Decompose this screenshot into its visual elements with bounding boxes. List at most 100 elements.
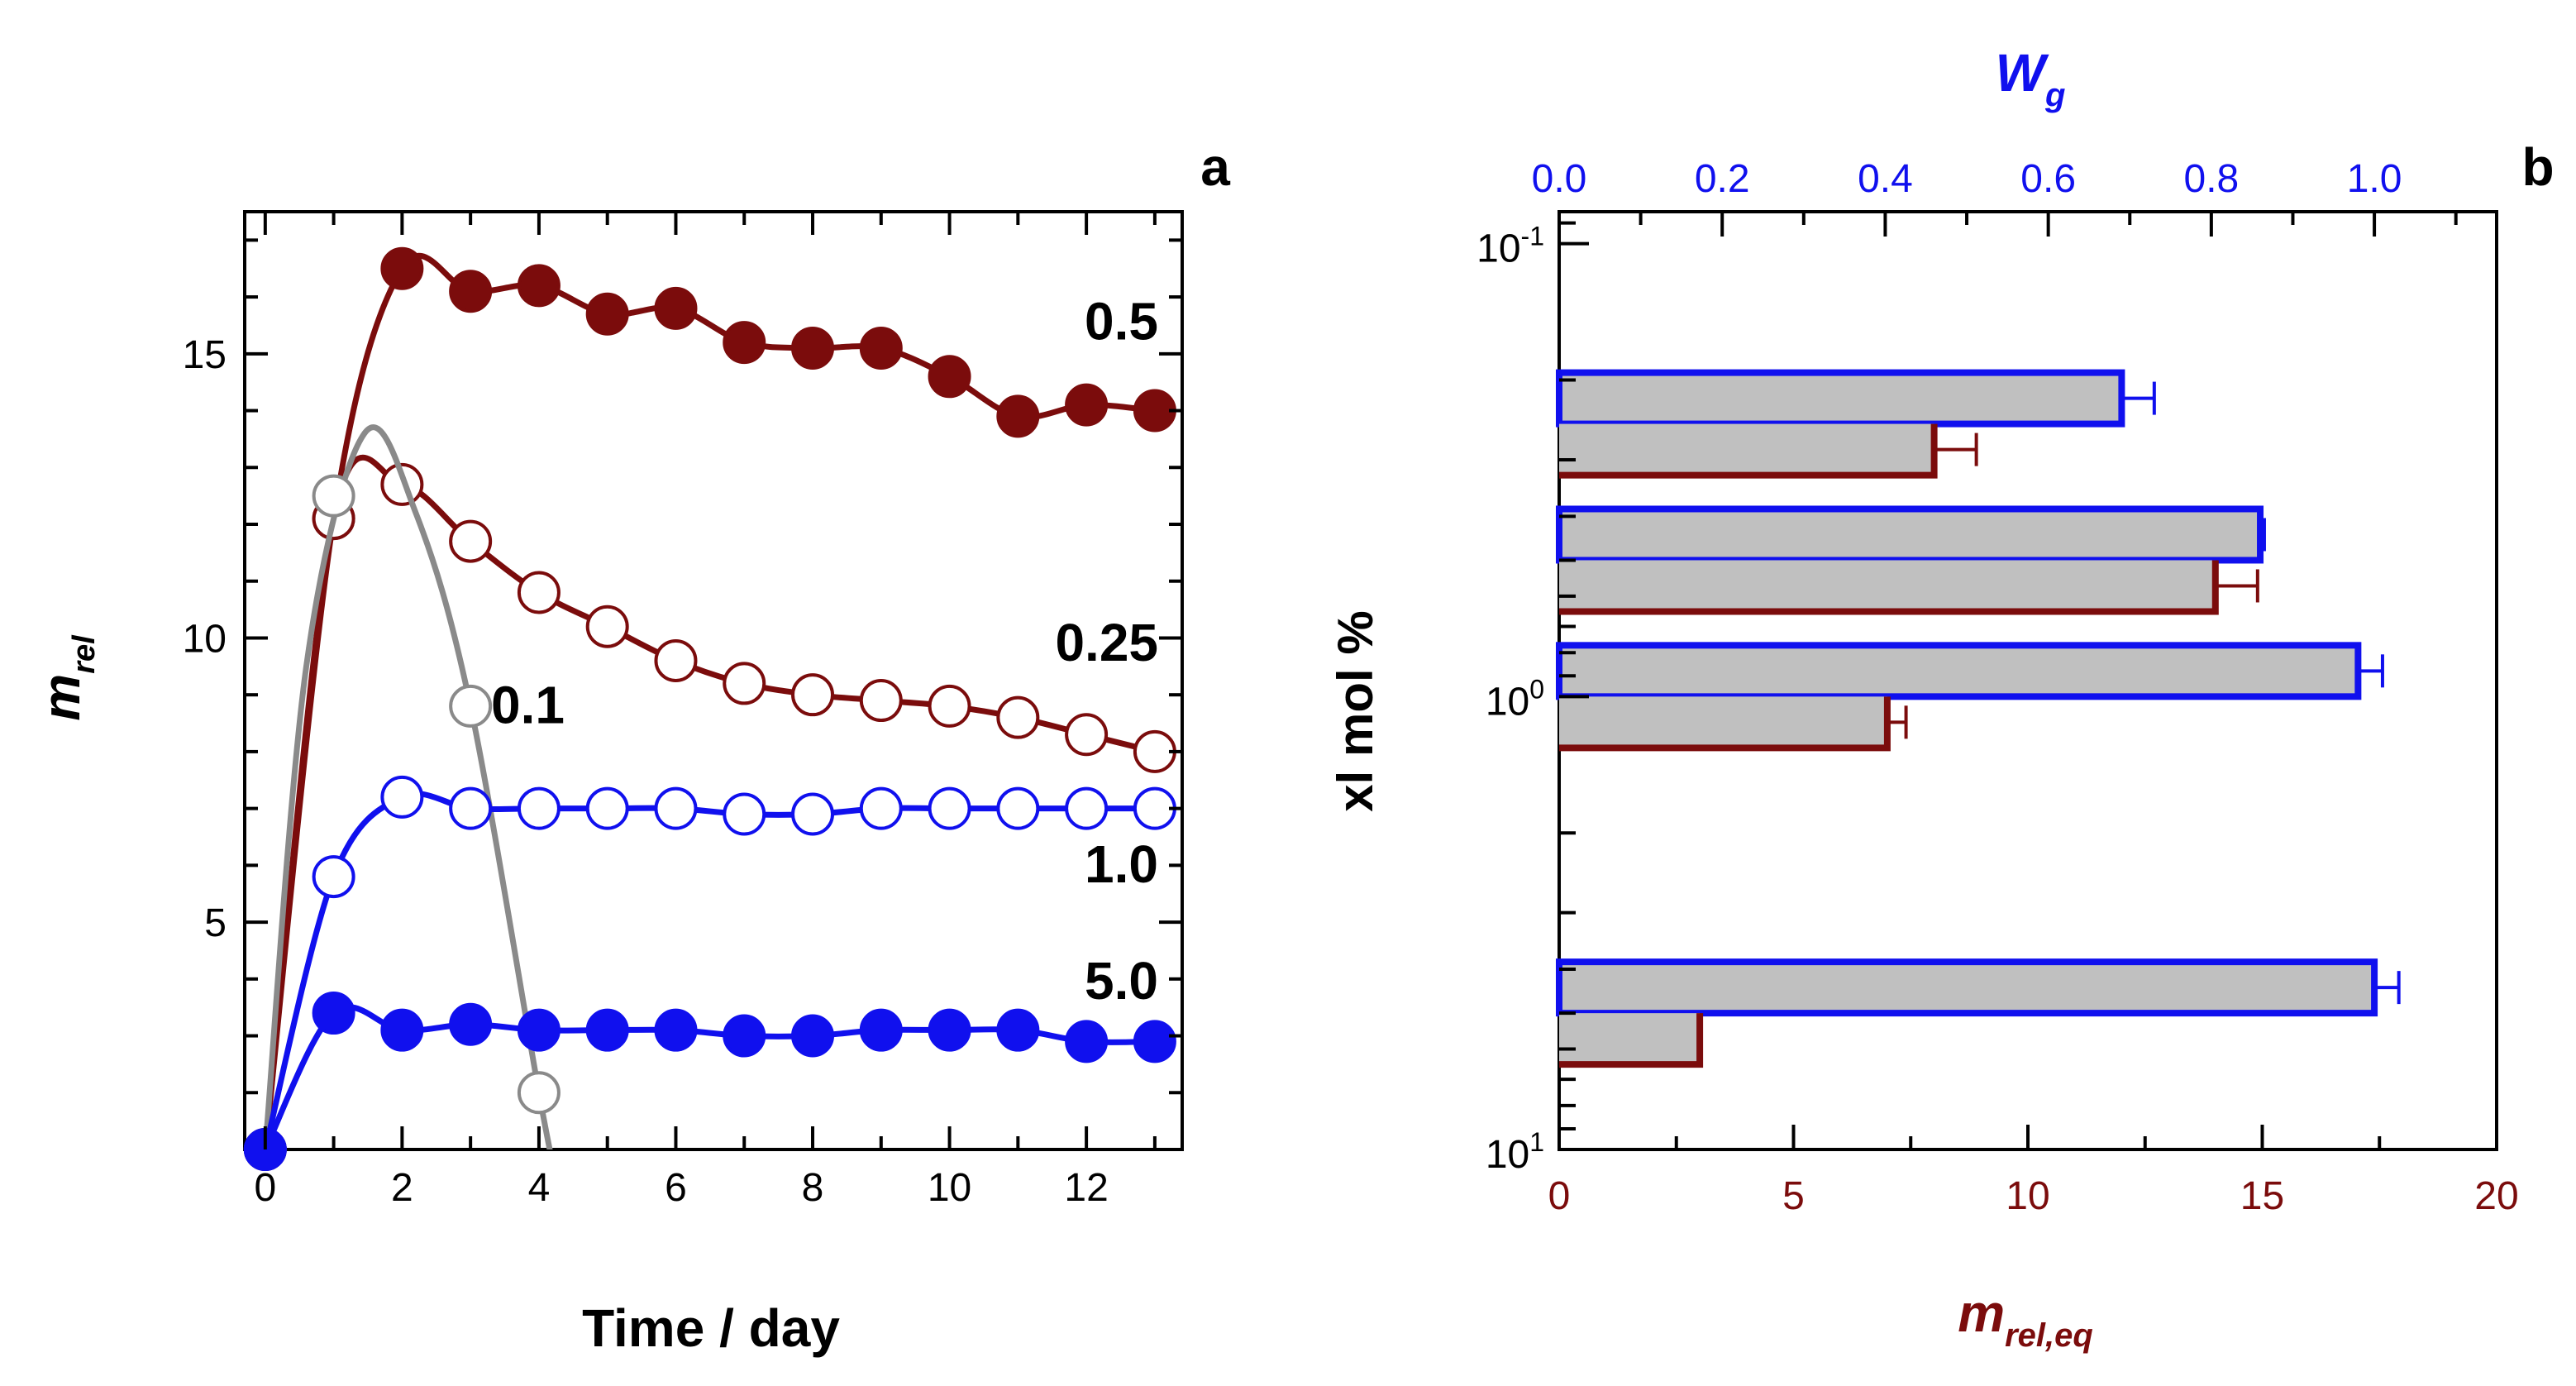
marker-0.5-4 <box>517 264 561 308</box>
marker-1.0-6 <box>654 786 698 830</box>
marker-0.5-9 <box>859 326 903 370</box>
marker-0.5-7 <box>723 321 766 365</box>
marker-0.5-5 <box>585 292 629 336</box>
x-tick-label-top-0.4: 0.4 <box>1858 157 1913 201</box>
x-tick-label-top-1.0: 1.0 <box>2347 157 2402 201</box>
y-tick-exp: 1 <box>1529 1127 1544 1157</box>
x-tick-label-4: 4 <box>528 1166 551 1210</box>
marker-5.0-7 <box>723 1014 766 1058</box>
series-label-5.0: 5.0 <box>1085 951 1158 1011</box>
marker-0.5-13 <box>1133 389 1176 433</box>
x-tick-label-8: 8 <box>802 1166 824 1210</box>
x-tick-label-bottom-20: 20 <box>2474 1174 2518 1218</box>
marker-0.25-11 <box>996 695 1040 739</box>
marker-0.5-8 <box>791 326 835 370</box>
marker-0.5-11 <box>996 394 1040 438</box>
marker-0.1-2 <box>449 684 493 728</box>
panel-a-label: a <box>1200 137 1230 197</box>
marker-5.0-12 <box>1065 1020 1109 1063</box>
x-tick-label-bottom-15: 15 <box>2240 1174 2284 1218</box>
marker-1.0-7 <box>723 792 766 836</box>
bar-mrel-5 <box>1559 1013 1701 1065</box>
marker-0.25-3 <box>449 519 493 563</box>
marker-5.0-10 <box>928 1008 971 1052</box>
marker-1.0-11 <box>996 786 1040 830</box>
marker-5.0-3 <box>449 1002 493 1046</box>
y-tick-base: 10 <box>1486 1133 1529 1177</box>
y-tick-label-10: 10 <box>183 617 227 661</box>
bar-mrel-0.5 <box>1559 560 2216 612</box>
y-tick-label-5: 5 <box>204 901 227 945</box>
x-tick-label-6: 6 <box>665 1166 687 1210</box>
panel-b-bars-group <box>1556 369 2401 1068</box>
y-tick-label-b-0: 10-1 <box>1476 222 1544 271</box>
panel-a-time-series: 0.5 0.25 0.1 1.0 5.0 0 2 4 6 8 10 12 5 10 15 a Time /… <box>31 137 1230 1358</box>
marker-0.25-8 <box>791 673 835 717</box>
y-tick-label-b-1: 100 <box>1486 674 1544 724</box>
marker-0.25-6 <box>654 638 698 682</box>
marker-0.5-12 <box>1065 383 1109 427</box>
bar-wg-0.5 <box>1556 505 2264 564</box>
marker-5.0-2 <box>380 1008 424 1052</box>
marker-0.25-4 <box>517 571 561 614</box>
panel-b-label: b <box>2521 137 2554 197</box>
marker-1.0-8 <box>791 792 835 836</box>
marker-1.0-10 <box>928 786 971 830</box>
x-tick-label-bottom-0: 0 <box>1548 1174 1571 1218</box>
series-label-0.5: 0.5 <box>1085 292 1158 351</box>
marker-0.25-2 <box>380 462 424 506</box>
series-label-0.1: 0.1 <box>491 676 565 735</box>
marker-5.0-8 <box>791 1014 835 1058</box>
panel-b-top-axis-title: Wg <box>1996 43 2066 113</box>
marker-1.0-3 <box>449 786 493 830</box>
y-tick-base: 10 <box>1486 680 1529 724</box>
y-tick-exp: 0 <box>1529 674 1544 704</box>
bar-wg-1 <box>1556 642 2362 700</box>
bar-mrel-outline-0.25 <box>1559 423 1938 479</box>
marker-5.0-6 <box>654 1008 698 1052</box>
x-tick-label-top-0.8: 0.8 <box>2184 157 2240 201</box>
panel-a-x-axis-title: Time / day <box>582 1298 840 1358</box>
marker-0.25-12 <box>1065 713 1109 757</box>
x-tick-label-0: 0 <box>254 1166 276 1210</box>
x-tick-label-10: 10 <box>928 1166 971 1210</box>
marker-1.0-9 <box>859 786 903 830</box>
x-tick-label-top-0.2: 0.2 <box>1695 157 1750 201</box>
marker-0.25-13 <box>1133 729 1176 773</box>
marker-0.25-9 <box>859 679 903 723</box>
marker-1.0-5 <box>585 786 629 830</box>
y-tick-label-b-2: 101 <box>1486 1127 1544 1177</box>
x-tick-label-2: 2 <box>391 1166 413 1210</box>
marker-1.0-1 <box>312 855 355 899</box>
marker-0.5-6 <box>654 286 698 330</box>
marker-0.25-7 <box>723 662 766 705</box>
bar-mrel-outline-1 <box>1559 696 1891 752</box>
y-tick-exp: -1 <box>1521 222 1544 251</box>
y-tick-base: 10 <box>1476 227 1520 271</box>
marker-0.5-3 <box>449 270 493 313</box>
panel-a-y-axis-title: mrel <box>31 634 102 721</box>
marker-1.0-4 <box>517 786 561 830</box>
marker-0.25-5 <box>585 605 629 648</box>
marker-0.1-3 <box>517 1071 561 1115</box>
panel-b-y-axis-title: xl mol % <box>1328 610 1383 811</box>
series-label-0.25: 0.25 <box>1055 613 1158 672</box>
x-tick-label-12: 12 <box>1064 1166 1108 1210</box>
x-tick-label-bottom-5: 5 <box>1782 1174 1805 1218</box>
marker-5.0-4 <box>517 1008 561 1052</box>
marker-0.25-10 <box>928 684 971 728</box>
panel-a-series-group: 0.5 0.25 0.1 1.0 5.0 <box>243 246 1176 1171</box>
x-tick-label-top-0.6: 0.6 <box>2020 157 2076 201</box>
bar-wg-0.25 <box>1556 369 2125 428</box>
marker-1.0-2 <box>380 775 424 819</box>
marker-5.0-1 <box>312 992 355 1035</box>
panel-b-bottom-axis-title: mrel,eq <box>1958 1283 2093 1354</box>
series-line-1.0 <box>262 791 1155 1149</box>
x-tick-label-bottom-10: 10 <box>2006 1174 2049 1218</box>
bar-mrel-outline-5 <box>1559 1013 1704 1068</box>
y-tick-label-15: 15 <box>183 333 227 377</box>
panel-a-plot-frame <box>243 210 1184 1151</box>
